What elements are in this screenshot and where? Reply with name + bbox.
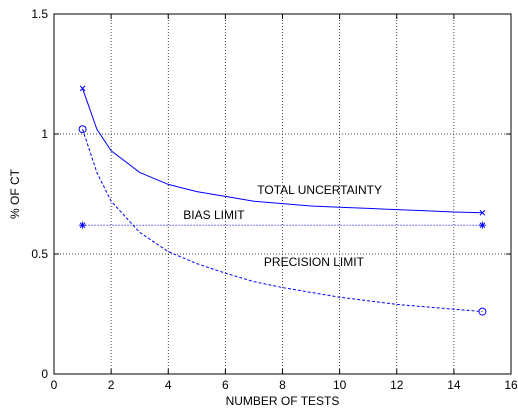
y-tick-label: 0 [41, 367, 48, 381]
x-tick-label: 8 [279, 378, 286, 392]
series-total-marker [79, 85, 86, 92]
annotation-precision: PRECISION LIMIT [264, 255, 365, 269]
x-tick-label: 16 [504, 378, 518, 392]
series-bias-marker [478, 221, 486, 229]
y-tick-label: 0.5 [31, 247, 48, 261]
grid [54, 14, 511, 374]
x-axis-title: NUMBER OF TESTS [226, 394, 340, 408]
x-tick-label: 2 [108, 378, 115, 392]
series-layer [78, 85, 487, 316]
x-tick-label: 12 [390, 378, 404, 392]
series-bias-marker [79, 221, 87, 229]
x-tick-label: 4 [165, 378, 172, 392]
series-precision-marker [78, 125, 87, 134]
annotation-total: TOTAL UNCERTAINTY [257, 183, 382, 197]
annotation-bias: BIAS LIMIT [183, 208, 245, 222]
x-tick-label: 0 [51, 378, 58, 392]
x-tick-label: 6 [222, 378, 229, 392]
annotations: TOTAL UNCERTAINTY BIAS LIMIT PRECISION LIM… [183, 183, 382, 269]
y-axis-title: % OF CT [8, 168, 22, 219]
y-tick-label: 1.5 [31, 7, 48, 21]
x-tick-label: 10 [333, 378, 347, 392]
ticks: 0 2 4 6 8 10 12 14 16 0 0.5 1 1.5 [31, 7, 518, 392]
series-precision-marker [478, 307, 487, 316]
x-tick-label: 14 [447, 378, 461, 392]
series-total-line [82, 88, 483, 214]
series-total-marker [479, 209, 486, 216]
y-tick-label: 1 [41, 127, 48, 141]
